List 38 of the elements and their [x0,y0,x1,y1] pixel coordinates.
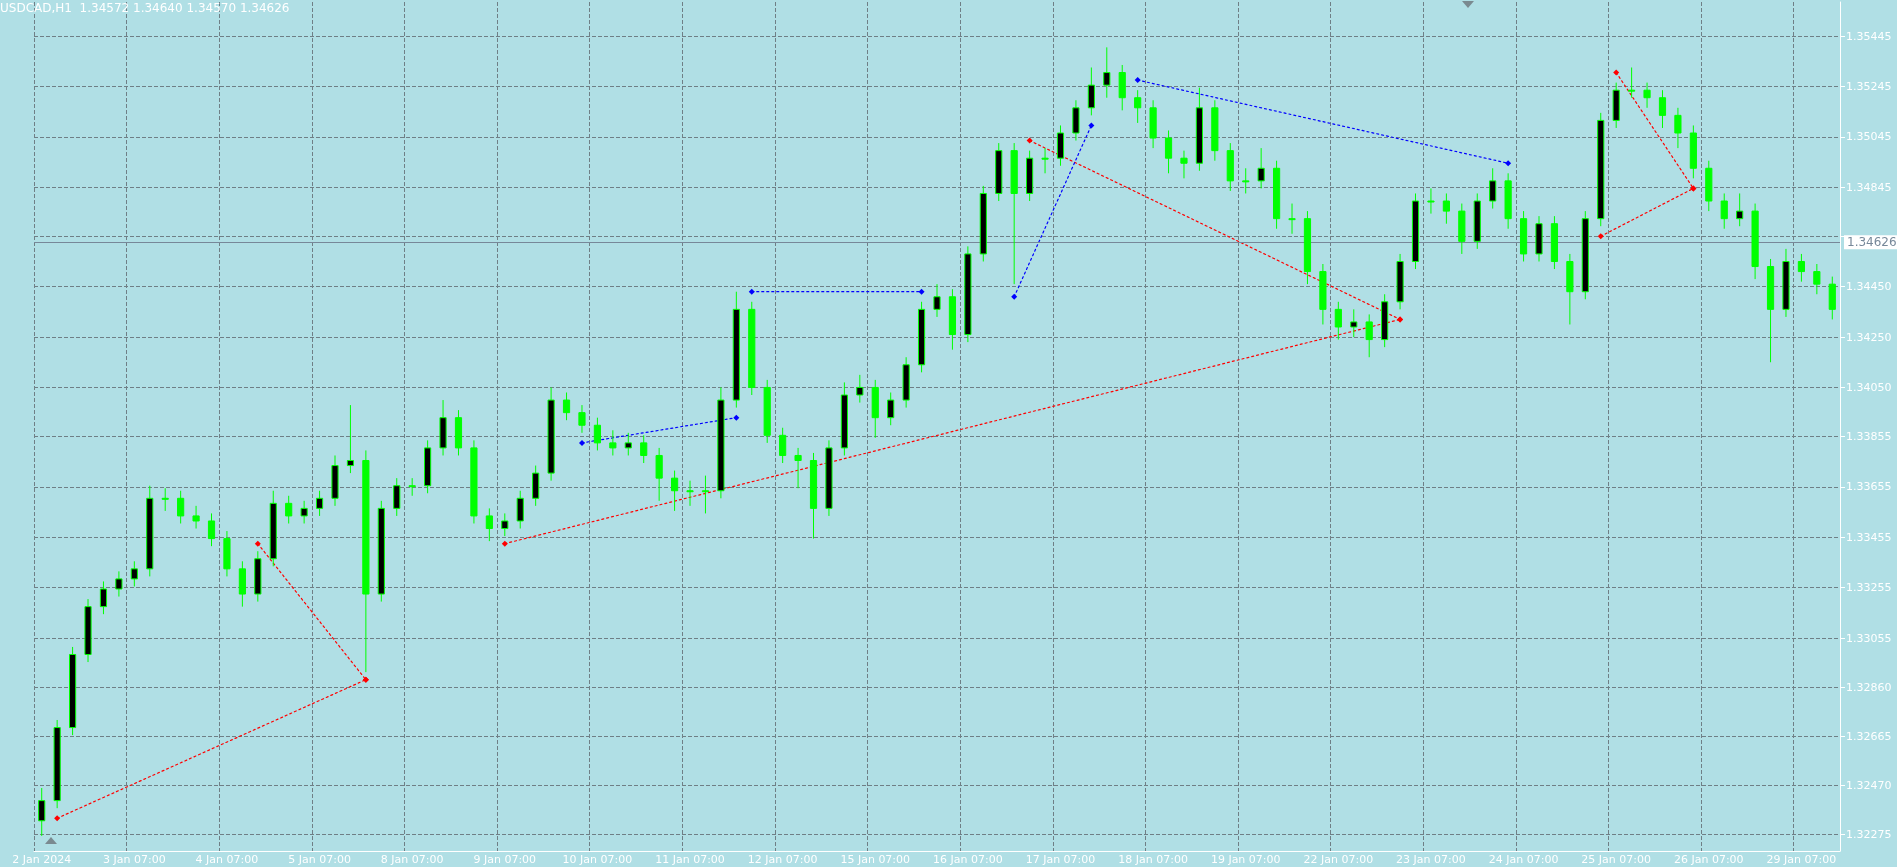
y-tick-label: 1.35245 [1846,79,1892,93]
y-tick-label: 1.33055 [1846,631,1892,645]
y-tick-label: 1.35045 [1846,130,1892,144]
x-tick-label: 5 Jan 07:00 [288,853,351,866]
x-tick-label: 19 Jan 07:00 [1210,853,1281,866]
x-tick-label: 23 Jan 07:00 [1396,853,1466,866]
y-tick-label: 1.33855 [1846,430,1892,444]
y-tick-label: 1.34050 [1846,380,1892,394]
x-tick-label: 9 Jan 07:00 [473,853,537,866]
y-tick-label: 1.32860 [1846,680,1892,694]
y-tick-label: 1.34250 [1846,330,1892,344]
y-tick-label: 1.34450 [1846,280,1892,294]
x-tick-label: 2 Jan 2024 [12,853,72,866]
x-tick-label: 3 Jan 07:00 [103,853,166,866]
y-tick-label: 1.35445 [1846,29,1892,43]
y-tick-label: 1.34845 [1846,180,1892,194]
ref-line-label: 1.34626 [1847,235,1897,250]
x-tick-label: 29 Jan 07:00 [1766,853,1837,866]
x-tick-label: 22 Jan 07:00 [1303,853,1374,866]
y-tick-label: 1.32275 [1846,828,1892,842]
y-tick-label: 1.32665 [1846,729,1892,743]
chart-title: USDCAD,H1 1.34572 1.34640 1.34570 1.34626 [0,1,290,15]
x-tick-label: 17 Jan 07:00 [1025,853,1096,866]
x-tick-label: 8 Jan 07:00 [380,853,444,866]
y-tick-label: 1.33455 [1846,530,1892,544]
x-tick-label: 11 Jan 07:00 [655,853,725,866]
y-tick-label: 1.33255 [1846,581,1892,595]
y-tick-label: 1.32470 [1846,779,1892,792]
x-tick-label: 15 Jan 07:00 [840,853,911,866]
y-tick-label: 1.33655 [1846,480,1892,494]
x-tick-label: 16 Jan 07:00 [933,853,1003,866]
x-tick-label: 18 Jan 07:00 [1118,853,1188,866]
x-tick-label: 26 Jan 07:00 [1673,853,1744,866]
x-tick-label: 4 Jan 07:00 [195,853,259,866]
x-tick-label: 24 Jan 07:00 [1488,853,1559,866]
x-tick-label: 25 Jan 07:00 [1581,853,1652,866]
x-tick-label: 10 Jan 07:00 [562,853,633,866]
x-tick-label: 12 Jan 07:00 [747,853,818,866]
